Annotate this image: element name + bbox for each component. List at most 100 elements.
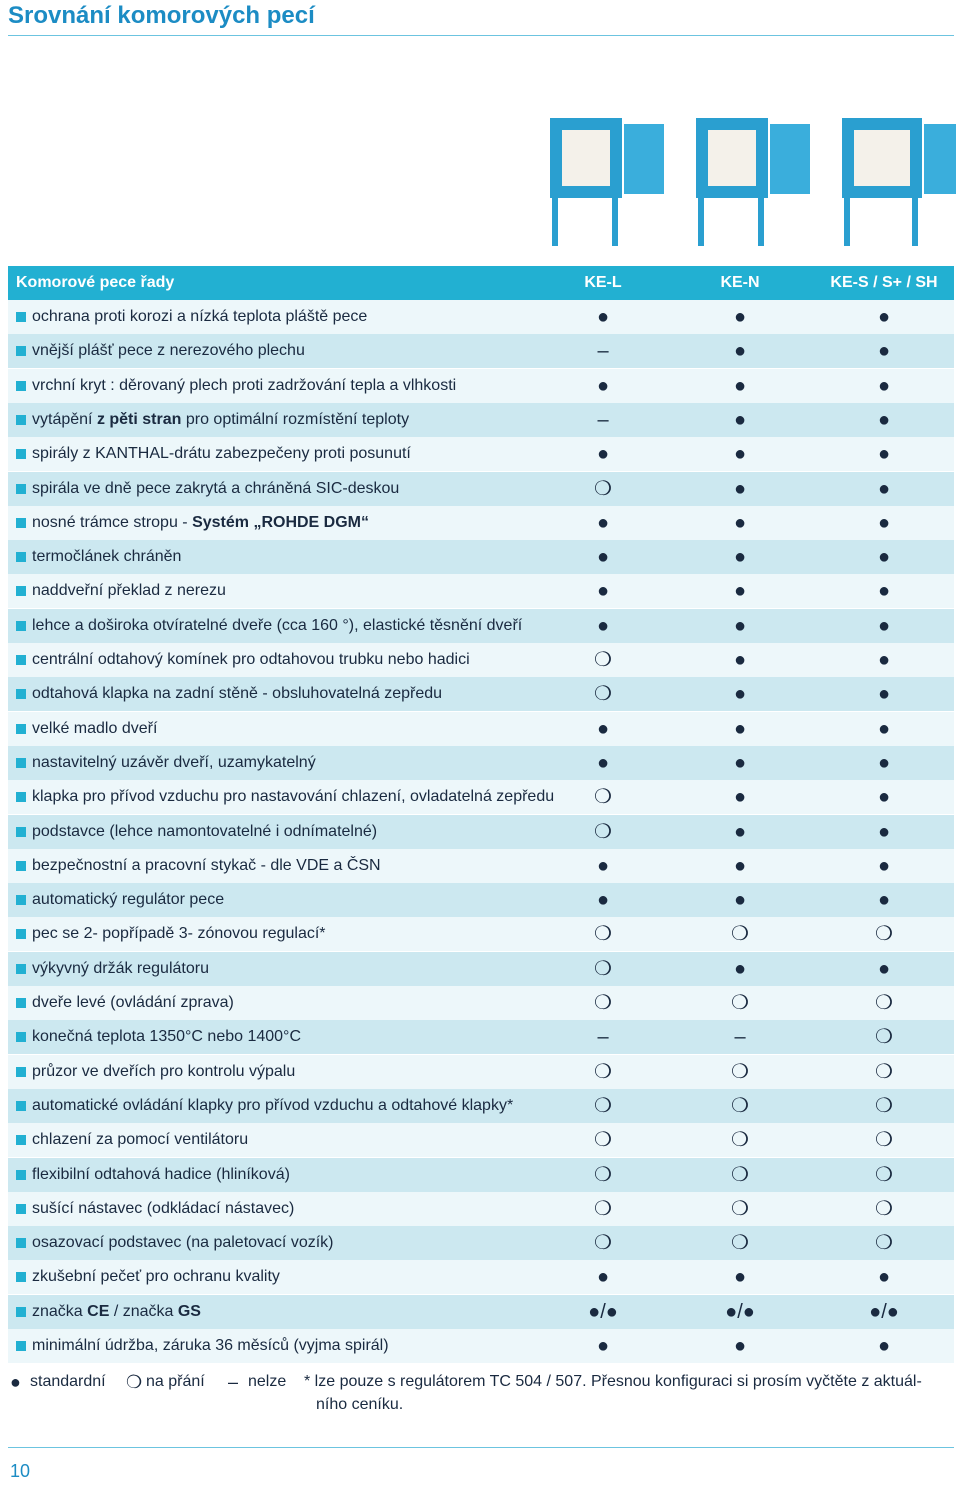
cell-symbol: ❍ bbox=[875, 1060, 893, 1083]
label-part: / značka bbox=[109, 1302, 178, 1320]
cell-symbol: ❍ bbox=[594, 1129, 612, 1152]
column-header: Komorové pece řady bbox=[16, 274, 175, 291]
label-part: nastavitelný uzávěr dveří, uzamykatelný bbox=[32, 753, 316, 771]
feature-label: nastavitelný uzávěr dveří, uzamykatelný bbox=[32, 746, 316, 780]
cell-symbol: ● bbox=[733, 408, 747, 431]
feature-label: bezpečnostní a pracovní stykač - dle VDE… bbox=[32, 849, 381, 883]
table-row: centrální odtahový komínek pro odtahovou… bbox=[8, 643, 954, 677]
cell-symbol: ● bbox=[733, 751, 747, 774]
label-part: Systém „ROHDE DGM“ bbox=[192, 513, 369, 531]
table-row: vrchní kryt : děrovaný plech proti zadrž… bbox=[8, 368, 954, 403]
cell-symbol: ● bbox=[733, 889, 747, 912]
label-part: spirála ve dně pece zakrytá a chráněná S… bbox=[32, 479, 400, 497]
cell-symbol: ❍ bbox=[731, 1060, 749, 1083]
label-part: chlazení za pomocí ventilátoru bbox=[32, 1131, 249, 1149]
table-row: velké madlo dveří ● ● ● bbox=[8, 711, 954, 746]
label-part: klapka pro přívod vzduchu pro nastavován… bbox=[32, 788, 555, 806]
cell-symbol: ❍ bbox=[875, 1094, 893, 1117]
feature-label: odtahová klapka na zadní stěně - obsluho… bbox=[32, 677, 442, 711]
table-row: podstavce (lehce namontovatelné i odníma… bbox=[8, 814, 954, 849]
footnote: ního ceníku. bbox=[316, 1396, 404, 1413]
footnote: * lze pouze s regulátorem TC 504 / 507. … bbox=[304, 1373, 922, 1390]
table-row: klapka pro přívod vzduchu pro nastavován… bbox=[8, 780, 954, 815]
cell-symbol: ❍ bbox=[594, 649, 612, 671]
table-row: sušící nástavec (odkládací nástavec) ❍ ❍ ❍ bbox=[8, 1191, 954, 1226]
feature-label: flexibilní odtahová hadice (hliníková) bbox=[32, 1158, 290, 1192]
label-part: dveře levé (ovládání zprava) bbox=[32, 994, 234, 1011]
furnace bbox=[842, 118, 956, 246]
cell-symbol: ● bbox=[877, 1266, 891, 1289]
cell-symbol: ❍ bbox=[594, 957, 612, 980]
cell-symbol: ● bbox=[733, 580, 747, 603]
bullet bbox=[16, 1203, 26, 1214]
cell-symbol: ● bbox=[596, 1266, 610, 1289]
bullet bbox=[16, 312, 26, 322]
bullet bbox=[16, 963, 26, 974]
cell-symbol: ● bbox=[733, 443, 747, 466]
cell-symbol: ● bbox=[877, 683, 891, 706]
cell-symbol: ❍ bbox=[594, 683, 612, 706]
cell-symbol: ● bbox=[877, 957, 891, 980]
bullet bbox=[16, 517, 26, 528]
label-part: odtahová klapka na zadní stěně - obsluho… bbox=[32, 685, 443, 703]
cell-symbol: ● bbox=[596, 614, 610, 637]
feature-label: vrchní kryt : děrovaný plech proti zadrž… bbox=[32, 369, 456, 403]
table-row: automatický regulátor pece ● ● ● bbox=[8, 883, 954, 918]
bullet bbox=[16, 449, 26, 460]
cell-symbol: ❍ bbox=[594, 820, 612, 843]
cell-symbol: ● bbox=[877, 477, 891, 500]
label-part: automatické ovládání klapky pro přívod v… bbox=[32, 1096, 514, 1114]
table-row: spirála ve dně pece zakrytá a chráněná S… bbox=[8, 471, 954, 506]
bullet bbox=[16, 620, 26, 631]
cell-symbol: ❍ bbox=[731, 1129, 749, 1152]
feature-label: centrální odtahový komínek pro odtahovou… bbox=[32, 643, 470, 677]
label-part: zkušební pečeť pro ochranu kvality bbox=[32, 1268, 280, 1286]
cell-symbol: ●/● bbox=[588, 1300, 618, 1323]
cell-symbol: ● bbox=[877, 751, 891, 774]
bullet bbox=[16, 346, 26, 357]
cell-symbol: ❍ bbox=[594, 786, 612, 809]
cell-symbol: ● bbox=[596, 889, 610, 912]
table-row: minimální údržba, záruka 36 měsíců (vyjm… bbox=[8, 1329, 954, 1363]
feature-label: naddveřní překlad z nerezu bbox=[32, 574, 226, 608]
table-row: termočlánek chráněn ● ● ● bbox=[8, 540, 954, 575]
cell-symbol: ● bbox=[877, 614, 891, 637]
cell-symbol: ❍ bbox=[594, 477, 612, 500]
feature-label: konečná teplota 1350°C nebo 1400°C bbox=[32, 1020, 301, 1054]
cell-symbol: ● bbox=[733, 854, 747, 877]
table-row: spirály z KANTHAL-drátu zabezpečeny prot… bbox=[8, 437, 954, 472]
table-row: dveře levé (ovládání zprava) ❍ ❍ ❍ bbox=[8, 986, 954, 1020]
feature-label: vytápění z pěti stran pro optimální rozm… bbox=[32, 403, 409, 437]
bullet bbox=[16, 998, 26, 1008]
furnace bbox=[550, 118, 664, 246]
bullet bbox=[16, 757, 26, 768]
table-row: flexibilní odtahová hadice (hliníková) ❍ ❍… bbox=[8, 1157, 954, 1192]
cell-symbol: ● bbox=[877, 580, 891, 603]
cell-symbol: ● bbox=[877, 408, 891, 431]
table-row: osazovací podstavec (na paletovací vozík… bbox=[8, 1226, 954, 1261]
cell-symbol: ● bbox=[877, 820, 891, 843]
bullet bbox=[16, 586, 26, 597]
cell-symbol: ● bbox=[877, 717, 891, 740]
feature-label: spirála ve dně pece zakrytá a chráněná S… bbox=[32, 472, 399, 506]
feature-label: nosné trámce stropu - Systém „ROHDE DGM“ bbox=[32, 506, 369, 540]
feature-label: termočlánek chráněn bbox=[32, 540, 181, 574]
feature-label: klapka pro přívod vzduchu pro nastavován… bbox=[32, 780, 554, 814]
legend-symbol: ● bbox=[10, 1372, 21, 1392]
cell-symbol: ❍ bbox=[875, 1163, 893, 1186]
label-part: značka bbox=[32, 1302, 88, 1320]
bullet bbox=[16, 1341, 26, 1351]
cell-symbol: ● bbox=[877, 443, 891, 466]
label-part: pec se 2- popřípadě 3- zónovou regulací* bbox=[32, 925, 326, 943]
cell-symbol: ❍ bbox=[875, 992, 893, 1014]
table-row: lehce a doširoka otvíratelné dveře (cca … bbox=[8, 608, 954, 643]
feature-label: spirály z KANTHAL-drátu zabezpečeny prot… bbox=[32, 437, 411, 471]
feature-label: průzor ve dveřích pro kontrolu výpalu bbox=[32, 1055, 295, 1089]
cell-symbol: ❍ bbox=[594, 923, 612, 946]
table-row: odtahová klapka na zadní stěně - obsluho… bbox=[8, 677, 954, 712]
cell-symbol: ❍ bbox=[875, 1026, 893, 1049]
bullet bbox=[16, 380, 26, 391]
table-row: automatické ovládání klapky pro přívod v… bbox=[8, 1088, 954, 1123]
cell-symbol: ● bbox=[596, 580, 610, 603]
